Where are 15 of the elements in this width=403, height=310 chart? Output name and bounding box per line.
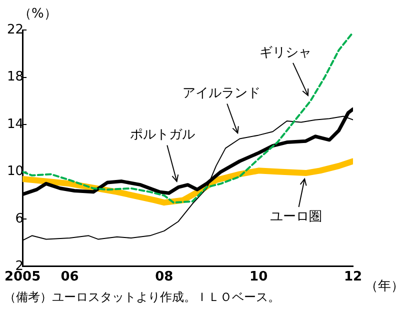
y-axis-title: （%） <box>18 6 57 22</box>
annotation: アイルランド <box>182 86 261 102</box>
y-tick-label: 14 <box>6 116 24 132</box>
x-tick-label: 10 <box>250 270 268 285</box>
annotation: ギリシャ <box>260 45 312 60</box>
text: （備考）ユーロスタットより作成。ＩＬＯベース。 <box>4 290 280 304</box>
x-tick-label: 08 <box>155 270 174 285</box>
x-tick-label: 12 <box>344 270 362 285</box>
annotation: ポルトガル <box>130 128 195 143</box>
annotation: ユーロ圏 <box>270 209 322 224</box>
x-axis-title: （年） <box>365 278 403 294</box>
y-tick-label: 22 <box>6 22 24 38</box>
x-tick-label: 06 <box>60 270 79 285</box>
y-tick-label: 18 <box>6 70 24 85</box>
line-series <box>22 31 353 204</box>
